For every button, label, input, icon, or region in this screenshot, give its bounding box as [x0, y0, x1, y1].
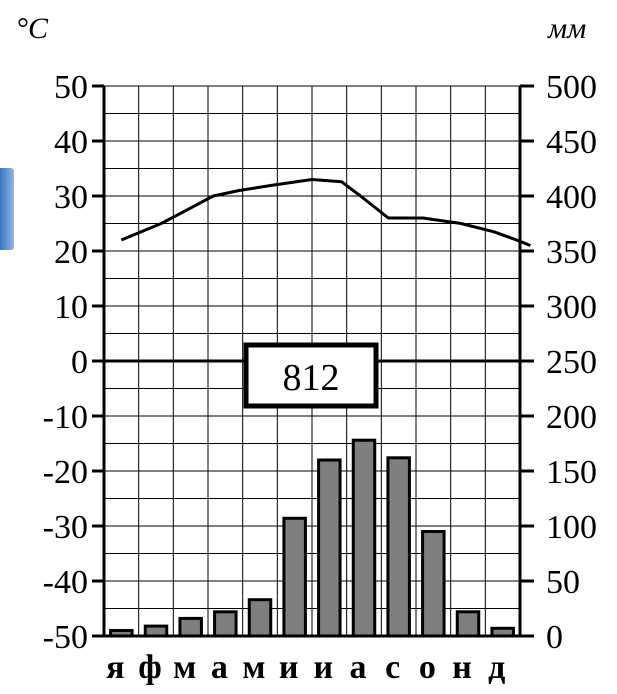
month-label: а — [350, 649, 367, 686]
month-label: а — [211, 649, 228, 686]
left-tick-label: 10 — [54, 289, 88, 326]
precipitation-bar — [178, 616, 203, 638]
right-tick-label: 50 — [546, 564, 580, 601]
left-tick-label: 30 — [54, 179, 88, 216]
right-tick-label: 300 — [546, 289, 597, 326]
left-tick-label: -20 — [43, 454, 88, 491]
right-unit-label: мм — [547, 12, 586, 45]
right-tick-label: 400 — [546, 179, 597, 216]
left-tick-label: -50 — [43, 619, 88, 656]
left-tick-label: 40 — [54, 124, 88, 161]
precipitation-bar — [247, 598, 273, 638]
month-label: о — [419, 649, 436, 686]
left-tick-label: -40 — [43, 564, 88, 601]
annual-precipitation-box: 812 — [243, 342, 379, 409]
precipitation-bar — [282, 516, 307, 638]
precipitation-bar — [386, 456, 411, 638]
month-label: д — [488, 649, 505, 686]
right-tick-label: 500 — [546, 69, 597, 106]
precipitation-bar — [455, 610, 481, 638]
precipitation-bar — [351, 438, 377, 638]
month-label: с — [385, 649, 400, 686]
month-label: м — [173, 649, 196, 686]
temperature-line — [120, 178, 531, 247]
left-tick-label: -30 — [43, 509, 88, 546]
right-tick-label: 0 — [546, 619, 563, 656]
precipitation-bar — [213, 610, 238, 638]
month-label: я — [106, 649, 124, 686]
left-tick-label: 0 — [71, 344, 88, 381]
left-axis-ticks: 50 40 30 20 10 0 -10 -20 -30 -40 -50 — [43, 69, 104, 656]
month-label: н — [452, 649, 472, 686]
left-tick-label: 20 — [54, 234, 88, 271]
right-tick-label: 450 — [546, 124, 597, 161]
month-label: м — [242, 649, 265, 686]
month-label: ф — [138, 649, 162, 686]
month-label: и — [314, 649, 334, 686]
decorative-side-tab — [0, 168, 14, 250]
annual-precipitation-value: 812 — [283, 357, 340, 399]
right-tick-label: 250 — [546, 344, 597, 381]
left-unit-label: °C — [16, 12, 49, 45]
right-tick-label: 200 — [546, 399, 597, 436]
precipitation-bar — [317, 458, 342, 638]
right-tick-label: 100 — [546, 509, 597, 546]
right-tick-label: 150 — [546, 454, 597, 491]
annual-precipitation-frame — [243, 342, 379, 409]
month-label: и — [279, 649, 299, 686]
precipitation-bar — [421, 530, 446, 638]
left-tick-label: 50 — [54, 69, 88, 106]
right-tick-label: 350 — [546, 234, 597, 271]
left-tick-label: -10 — [43, 399, 88, 436]
